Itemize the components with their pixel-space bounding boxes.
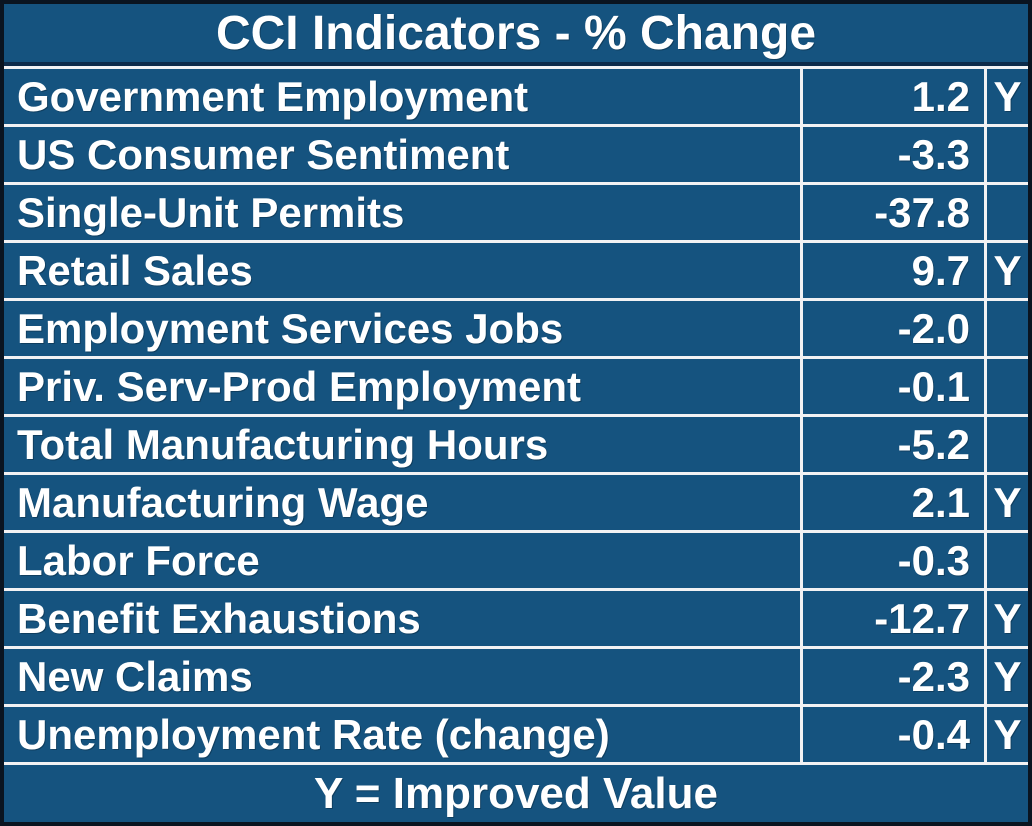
indicator-label: Government Employment — [17, 72, 529, 120]
indicator-label: Unemployment Rate (change) — [17, 710, 610, 758]
indicator-label: New Claims — [17, 652, 253, 700]
table-row: Labor Force -0.3 — [4, 530, 1028, 588]
table-row: Manufacturing Wage 2.1 Y — [4, 472, 1028, 530]
table-row: Single-Unit Permits -37.8 — [4, 182, 1028, 240]
improved-flag: Y — [984, 707, 1028, 762]
indicator-label: Manufacturing Wage — [17, 478, 429, 526]
improved-flag — [984, 301, 1028, 356]
pct-change-value: -37.8 — [800, 185, 984, 240]
indicator-label: Single-Unit Permits — [17, 188, 405, 236]
indicator-label: Total Manufacturing Hours — [17, 420, 549, 468]
improved-flag — [984, 533, 1028, 588]
indicator-label: Labor Force — [17, 536, 260, 584]
indicator-label: US Consumer Sentiment — [17, 130, 510, 178]
improved-flag: Y — [984, 243, 1028, 298]
table-row: Priv. Serv-Prod Employment -0.1 — [4, 356, 1028, 414]
pct-change-value: -0.1 — [800, 359, 984, 414]
improved-flag: Y — [984, 475, 1028, 530]
pct-change-value: -0.4 — [800, 707, 984, 762]
legend-footer: Y = Improved Value — [4, 762, 1028, 822]
indicator-label: Employment Services Jobs — [17, 304, 564, 352]
table-row: Total Manufacturing Hours -5.2 — [4, 414, 1028, 472]
improved-flag — [984, 359, 1028, 414]
pct-change-value: 2.1 — [800, 475, 984, 530]
table-title: CCI Indicators - % Change — [4, 4, 1028, 66]
table-row: Employment Services Jobs -2.0 — [4, 298, 1028, 356]
table-row: Government Employment 1.2 Y — [4, 66, 1028, 124]
indicator-label: Priv. Serv-Prod Employment — [17, 362, 582, 410]
indicator-label: Retail Sales — [17, 246, 253, 294]
pct-change-value: -2.0 — [800, 301, 984, 356]
improved-flag — [984, 185, 1028, 240]
pct-change-value: -12.7 — [800, 591, 984, 646]
pct-change-value: 9.7 — [800, 243, 984, 298]
table-row: Benefit Exhaustions -12.7 Y — [4, 588, 1028, 646]
pct-change-value: -5.2 — [800, 417, 984, 472]
table-row: US Consumer Sentiment -3.3 — [4, 124, 1028, 182]
indicator-label: Benefit Exhaustions — [17, 594, 421, 642]
improved-flag: Y — [984, 649, 1028, 704]
pct-change-value: -2.3 — [800, 649, 984, 704]
pct-change-value: -3.3 — [800, 127, 984, 182]
improved-flag: Y — [984, 591, 1028, 646]
table-row: Retail Sales 9.7 Y — [4, 240, 1028, 298]
table-row: New Claims -2.3 Y — [4, 646, 1028, 704]
pct-change-value: 1.2 — [800, 69, 984, 124]
improved-flag — [984, 127, 1028, 182]
pct-change-value: -0.3 — [800, 533, 984, 588]
improved-flag: Y — [984, 69, 1028, 124]
improved-flag — [984, 417, 1028, 472]
table-row: Unemployment Rate (change) -0.4 Y — [4, 704, 1028, 762]
